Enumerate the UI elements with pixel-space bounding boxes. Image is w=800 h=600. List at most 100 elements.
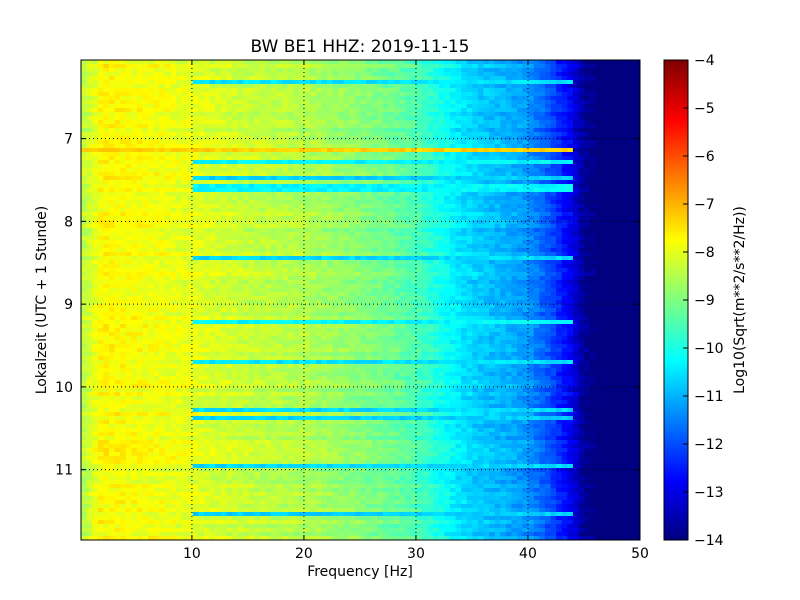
heatmap-cell — [394, 76, 401, 81]
heatmap-cell — [276, 84, 283, 89]
heatmap-cell — [606, 252, 613, 257]
heatmap-cell — [382, 228, 390, 233]
heatmap-cell — [433, 144, 440, 149]
heatmap-cell — [578, 256, 585, 261]
heatmap-cell — [617, 212, 624, 217]
heatmap-cell — [444, 252, 451, 257]
heatmap-cell — [371, 68, 378, 73]
heatmap-cell — [438, 236, 445, 241]
heatmap-cell — [120, 156, 127, 161]
heatmap-cell — [354, 244, 362, 249]
heatmap-cell — [231, 192, 239, 197]
heatmap-cell — [511, 176, 518, 181]
heatmap-cell — [254, 120, 261, 125]
heatmap-cell — [215, 116, 222, 121]
heatmap-cell — [198, 152, 205, 157]
heatmap-cell — [343, 144, 350, 149]
heatmap-cell — [522, 244, 529, 249]
heatmap-cell — [304, 204, 311, 209]
heatmap-cell — [394, 64, 401, 69]
heatmap-cell — [567, 152, 574, 157]
heatmap-cell — [332, 160, 339, 165]
heatmap-cell — [489, 144, 496, 149]
heatmap-cell — [215, 208, 222, 213]
heatmap-cell — [634, 88, 640, 93]
heatmap-cell — [433, 112, 440, 117]
heatmap-cell — [248, 212, 255, 217]
heatmap-cell — [377, 200, 384, 205]
heatmap-cell — [489, 108, 496, 113]
heatmap-cell — [315, 132, 322, 137]
heatmap-cell — [455, 112, 462, 117]
heatmap-cell — [103, 200, 110, 205]
heatmap-cell — [444, 108, 451, 113]
heatmap-cell — [299, 88, 306, 93]
heatmap-cell — [187, 152, 194, 157]
heatmap-cell — [410, 196, 417, 201]
heatmap-cell — [511, 112, 518, 117]
heatmap-cell — [511, 240, 518, 245]
heatmap-cell — [612, 252, 619, 257]
heatmap-cell — [170, 168, 177, 173]
heatmap-cell — [617, 108, 624, 113]
heatmap-cell — [148, 168, 155, 173]
heatmap-cell — [405, 196, 412, 201]
heatmap-cell — [310, 200, 317, 205]
heatmap-cell — [304, 168, 311, 173]
heatmap-cell — [472, 68, 479, 73]
heatmap-cell — [310, 124, 317, 129]
heatmap-cell — [360, 96, 367, 101]
heatmap-cell — [321, 148, 328, 153]
heatmap-cell — [550, 100, 557, 105]
heatmap-cell — [114, 200, 121, 205]
heatmap-cell — [243, 212, 250, 217]
heatmap-cell — [377, 232, 384, 237]
heatmap-cell — [86, 232, 93, 237]
heatmap-cell — [567, 128, 574, 133]
heatmap-cell — [433, 64, 440, 69]
heatmap-cell — [623, 240, 630, 245]
heatmap-cell — [299, 60, 306, 65]
heatmap-cell — [332, 96, 339, 101]
heatmap-cell — [438, 228, 445, 233]
heatmap-cell — [472, 60, 479, 65]
heatmap-cell — [528, 228, 535, 233]
heatmap-cell — [366, 212, 373, 217]
heatmap-cell — [293, 148, 300, 153]
heatmap-cell — [103, 160, 110, 165]
heatmap-cell — [310, 64, 317, 69]
heatmap-cell — [108, 160, 116, 165]
heatmap-cell — [293, 204, 300, 209]
heatmap-cell — [500, 152, 507, 157]
heatmap-cell — [349, 248, 356, 253]
heatmap-cell — [483, 200, 490, 205]
heatmap-cell — [584, 124, 591, 129]
heatmap-cell — [600, 240, 608, 245]
heatmap-cell — [572, 168, 580, 173]
heatmap-cell — [405, 236, 412, 241]
heatmap-cell — [271, 112, 278, 117]
heatmap-cell — [86, 60, 93, 65]
heatmap-cell — [399, 172, 406, 177]
heatmap-cell — [159, 92, 166, 97]
heatmap-cell — [477, 112, 485, 117]
heatmap-cell — [159, 180, 166, 185]
heatmap-cell — [421, 256, 429, 261]
heatmap-cell — [483, 220, 490, 225]
heatmap-cell — [243, 216, 250, 221]
heatmap-cell — [226, 248, 233, 253]
heatmap-cell — [114, 96, 121, 101]
heatmap-cell — [589, 244, 596, 249]
heatmap-cell — [243, 140, 250, 145]
heatmap-cell — [248, 76, 255, 81]
heatmap-cell — [243, 92, 250, 97]
heatmap-cell — [489, 96, 496, 101]
heatmap-cell — [338, 124, 345, 129]
heatmap-cell — [92, 152, 99, 157]
heatmap-cell — [248, 168, 255, 173]
heatmap-cell — [366, 96, 373, 101]
heatmap-cell — [203, 124, 211, 129]
heatmap-cell — [539, 164, 546, 169]
heatmap-cell — [192, 96, 199, 101]
heatmap-cell — [220, 248, 227, 253]
